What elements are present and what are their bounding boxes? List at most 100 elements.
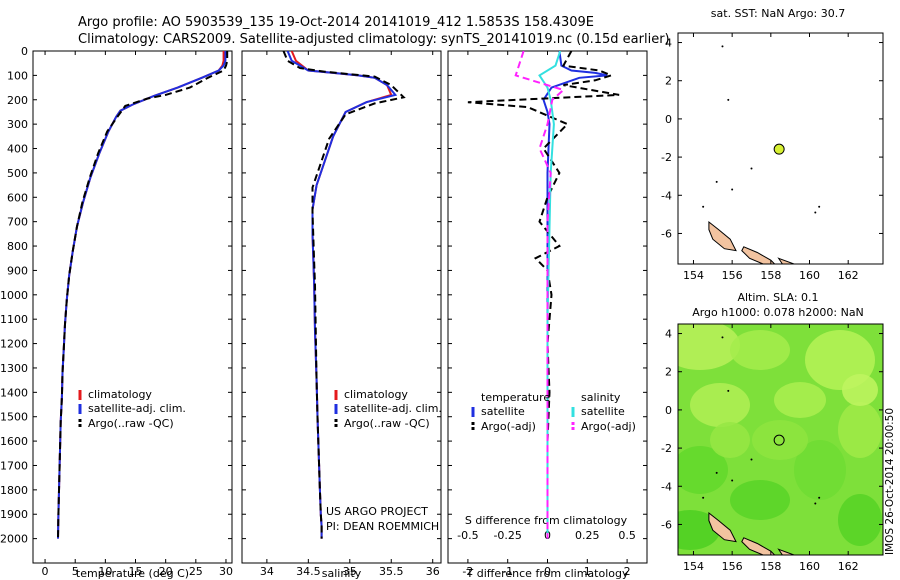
depth-tick-label: 100 [7, 69, 28, 82]
legend-entry: satellite [581, 405, 625, 418]
lon-tick-label: 160 [799, 560, 820, 573]
depth-tick-label: 1800 [0, 484, 28, 497]
x-tick-label: 34.5 [296, 565, 321, 578]
sst-map-title: sat. SST: NaN Argo: 30.7 [711, 7, 845, 20]
x-tick-label: 10 [98, 565, 112, 578]
salinity-plot-frame [241, 50, 442, 564]
argo-float-marker [773, 143, 785, 155]
legend-entry: satellite-adj. clim. [88, 402, 186, 415]
depth-tick-label: 1200 [0, 338, 28, 351]
depth-tick-label: 500 [7, 167, 28, 180]
lat-tick-label: 2 [665, 366, 672, 379]
legend-entry: Argo(..raw -QC) [344, 417, 430, 430]
legend-header-salinity: salinity [581, 391, 621, 404]
series-line-argo-raw-qc- [57, 51, 229, 539]
lon-tick-label: 162 [838, 560, 859, 573]
legend-header-temperature: temperature [481, 391, 550, 404]
depth-tick-label: 1500 [0, 411, 28, 424]
x-tick-label: 30 [219, 565, 233, 578]
depth-tick-label: 700 [7, 216, 28, 229]
depth-tick-label: 1100 [0, 313, 28, 326]
series-line-temperature-argo-adj- [467, 51, 620, 539]
lon-tick-label: 154 [683, 560, 704, 573]
salinity-panel: 34 34.5 35 35.5 36 salinity climatologysatelli… [241, 50, 442, 580]
series-line-argo-raw-qc- [282, 51, 406, 539]
sst-map-frame [677, 32, 884, 265]
temperature-x-axis-label: temperature (deg C) [76, 567, 189, 580]
difference-panel: -2 -1 0 1 2T difference from climatology -0.5… [447, 50, 648, 580]
depth-tick-label: 400 [7, 143, 28, 156]
sla-map-title-1: Altim. SLA: 0.1 [737, 291, 818, 304]
lon-tick-label: 156 [722, 269, 743, 282]
difference-series-group [467, 51, 620, 539]
lat-tick-label: -6 [661, 227, 672, 240]
lat-tick-label: -6 [661, 518, 672, 531]
sla-map-panel: 154 156 158 160 162 4 2 0 -2 -4 -6 Altim. SLA: 0.1 A… [661, 291, 884, 573]
legend-entry: climatology [88, 388, 152, 401]
difference-x2-axis-label: S difference from climatology [465, 514, 628, 527]
x-tick-label: 5 [72, 565, 79, 578]
depth-tick-label: 0 [21, 45, 28, 58]
header-line-1: Argo profile: AO 5903539_135 19-Oct-2014… [78, 15, 594, 30]
x-tick-label: 35.5 [379, 565, 404, 578]
lat-tick-label: 0 [665, 404, 672, 417]
series-line-climatology [57, 51, 225, 539]
legend-entry: Argo(..raw -QC) [88, 417, 174, 430]
annotation-pi: PI: DEAN ROEMMICH [326, 520, 439, 533]
depth-tick-label: 1600 [0, 435, 28, 448]
x-tick-label: 36 [426, 565, 440, 578]
legend-entry: Argo(-adj) [581, 420, 636, 433]
lat-tick-label: -4 [661, 189, 672, 202]
depth-tick-label: 300 [7, 118, 28, 131]
x-tick-label: 25 [189, 565, 203, 578]
depth-tick-label: 1400 [0, 386, 28, 399]
argo-float-marker [773, 434, 785, 446]
salinity-x-axis-label: salinity [322, 567, 362, 580]
lat-tick-label: 4 [665, 328, 672, 341]
x-tick-label: 15 [129, 565, 143, 578]
depth-tick-label: 800 [7, 240, 28, 253]
sla-map-title-2: Argo h1000: 0.078 h2000: NaN [692, 306, 864, 319]
temperature-plot-frame [32, 50, 233, 564]
x-tick-label: 34 [260, 565, 274, 578]
lon-tick-label: 162 [838, 269, 859, 282]
series-line-climatology [290, 51, 393, 539]
sla-map-frame [677, 323, 884, 556]
temperature-series-group [57, 51, 229, 539]
island-landmass [702, 336, 821, 555]
depth-tick-label: 600 [7, 191, 28, 204]
series-line-salinity-argo-adj- [514, 51, 566, 539]
annotation-project: US ARGO PROJECT [326, 505, 428, 518]
legend-entry: Argo(-adj) [481, 420, 536, 433]
x-tick-label: 0 [544, 565, 551, 578]
sst-map-panel: 154 156 158 160 162 4 2 0 -2 -4 -6 sat. SST: NaN Ar… [661, 7, 884, 282]
lon-tick-label: 160 [799, 269, 820, 282]
x-tick-label: 20 [159, 565, 173, 578]
lat-tick-label: 0 [665, 113, 672, 126]
salinity-series-group [282, 51, 406, 539]
x-tick-label: -1 [502, 565, 513, 578]
depth-tick-label: 1900 [0, 508, 28, 521]
x-tick-label: 0 [42, 565, 49, 578]
legend-entry: climatology [344, 388, 408, 401]
x2-tick-label: 0.25 [575, 529, 600, 542]
temperature-panel: 0100200300400500600700800900100011001200… [0, 45, 233, 580]
island-landmass [702, 45, 821, 264]
depth-tick-label: 1300 [0, 362, 28, 375]
x-tick-label: 35 [343, 565, 357, 578]
lon-tick-label: 158 [760, 269, 781, 282]
legend-entry: satellite [481, 405, 525, 418]
x-tick-label: -2 [462, 565, 473, 578]
x2-tick-label: 0.5 [618, 529, 636, 542]
lon-tick-label: 158 [760, 560, 781, 573]
lat-tick-label: -2 [661, 151, 672, 164]
x-tick-label: 2 [624, 565, 631, 578]
header-line-2: Climatology: CARS2009. Satellite-adjuste… [78, 32, 670, 47]
lon-tick-label: 154 [683, 269, 704, 282]
series-line-satellite-adj-clim- [57, 51, 227, 539]
lat-tick-label: 4 [665, 37, 672, 50]
x2-tick-label: -0.25 [493, 529, 521, 542]
legend-entry: satellite-adj. clim. [344, 402, 442, 415]
depth-tick-label: 2000 [0, 533, 28, 546]
